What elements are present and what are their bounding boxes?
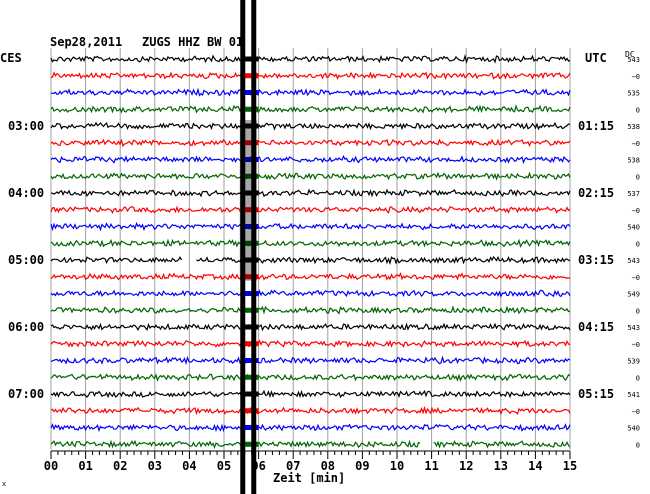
trace-3 (50, 104, 571, 114)
trace-2 (51, 87, 571, 97)
dc-offset-1: −0 (632, 73, 640, 81)
dc-offset-7: 0 (636, 173, 640, 181)
trace-11 (50, 238, 571, 248)
dc-offset-8: 537 (627, 190, 640, 198)
trace-15 (50, 305, 571, 315)
dc-offset-19: 0 (636, 374, 640, 382)
dc-offset-4: 538 (627, 123, 640, 131)
trace-12 (50, 255, 571, 266)
right-time-labels: 01:15 02:15 03:15 04:15 05:15 (578, 119, 614, 401)
left-timezone-label: CES (0, 51, 22, 65)
dc-offset-0: 543 (627, 56, 640, 64)
dc-offset-10: 540 (627, 224, 640, 232)
x-axis-label: Zeit [min] (273, 471, 345, 485)
trace-10 (50, 221, 571, 232)
trace-13 (50, 272, 571, 281)
dc-offset-2: 535 (627, 90, 640, 98)
x-tick-label-4: 04 (182, 459, 196, 473)
left-time-label-04:00: 04:00 (8, 186, 44, 200)
x-tick-label-5: 05 (217, 459, 231, 473)
right-time-label-01:15: 01:15 (578, 119, 614, 133)
dc-offset-23: 0 (636, 441, 640, 449)
trace-22 (50, 423, 571, 433)
dc-offset-12: 543 (627, 257, 640, 265)
dc-offset-16: 543 (627, 324, 640, 332)
right-timezone-label: UTC (585, 51, 607, 65)
dc-offset-21: −0 (632, 408, 640, 416)
trace-23 (50, 439, 571, 449)
x-tick-label-1: 01 (78, 459, 92, 473)
dc-offset-20: 541 (627, 391, 640, 399)
left-time-label-06:00: 06:00 (8, 320, 44, 334)
dc-offset-6: 538 (627, 157, 640, 165)
trace-9 (50, 205, 571, 214)
trace-18 (50, 355, 571, 366)
event-bar-0 (240, 0, 246, 494)
dc-offset-17: −0 (632, 341, 640, 349)
header-date: Sep28,2011 (50, 35, 122, 49)
left-time-labels: 03:00 04:00 05:00 06:00 07:00 (8, 119, 44, 401)
dc-offset-11: 0 (636, 240, 640, 248)
event-bar-1 (251, 0, 257, 494)
right-time-label-05:15: 05:15 (578, 387, 614, 401)
trace-14 (50, 289, 571, 298)
dc-offset-18: 539 (627, 358, 640, 366)
trace-17 (50, 339, 571, 349)
corner-mark: x (2, 480, 6, 488)
dc-offset-22: 540 (627, 425, 640, 433)
seismic-traces (50, 54, 571, 449)
event-core (239, 120, 257, 281)
dc-offset-13: −0 (632, 274, 640, 282)
trace-16 (50, 322, 571, 332)
trace-6 (50, 155, 571, 165)
x-tick-label-15: 15 (563, 459, 577, 473)
right-time-label-04:15: 04:15 (578, 320, 614, 334)
x-tick-label-10: 10 (390, 459, 404, 473)
left-time-label-03:00: 03:00 (8, 119, 44, 133)
dc-offset-9: −0 (632, 207, 640, 215)
x-tick-label-12: 12 (459, 459, 473, 473)
earthquake-signal (239, 0, 257, 494)
trace-21 (50, 405, 571, 416)
dc-offset-15: 0 (636, 307, 640, 315)
x-tick-label-13: 13 (494, 459, 508, 473)
x-tick-label-9: 09 (355, 459, 369, 473)
x-tick-label-11: 11 (424, 459, 438, 473)
time-grid (50, 48, 571, 450)
trace-19 (50, 373, 571, 383)
trace-5 (50, 138, 571, 148)
dc-offset-3: 0 (636, 106, 640, 114)
trace-4 (50, 121, 571, 131)
right-time-label-02:15: 02:15 (578, 186, 614, 200)
trace-1 (50, 71, 571, 81)
left-time-label-07:00: 07:00 (8, 387, 44, 401)
trace-7 (50, 171, 571, 181)
dc-offset-14: 549 (627, 291, 640, 299)
trace-20 (50, 389, 571, 399)
x-axis: 00 01 02 03 04 05 06 07 08 09 10 11 12 13 14 15 (44, 450, 577, 473)
dc-offset-labels: 543 −0 535 0 538 −0 538 0 537 −0 540 0 543 −0 549 0 543 −… (627, 56, 640, 449)
header-station: ZUGS HHZ BW 01 (142, 35, 243, 49)
x-tick-label-0: 00 (44, 459, 58, 473)
x-tick-label-8: 08 (321, 459, 335, 473)
right-time-label-03:15: 03:15 (578, 253, 614, 267)
x-tick-label-7: 07 (286, 459, 300, 473)
trace-0 (50, 54, 571, 65)
x-tick-label-3: 03 (148, 459, 162, 473)
x-tick-label-6: 06 (251, 459, 265, 473)
trace-8 (50, 188, 571, 198)
dc-header-label: DC (625, 50, 635, 59)
x-tick-label-14: 14 (528, 459, 542, 473)
x-tick-label-2: 02 (113, 459, 127, 473)
left-time-label-05:00: 05:00 (8, 253, 44, 267)
dc-offset-5: −0 (632, 140, 640, 148)
